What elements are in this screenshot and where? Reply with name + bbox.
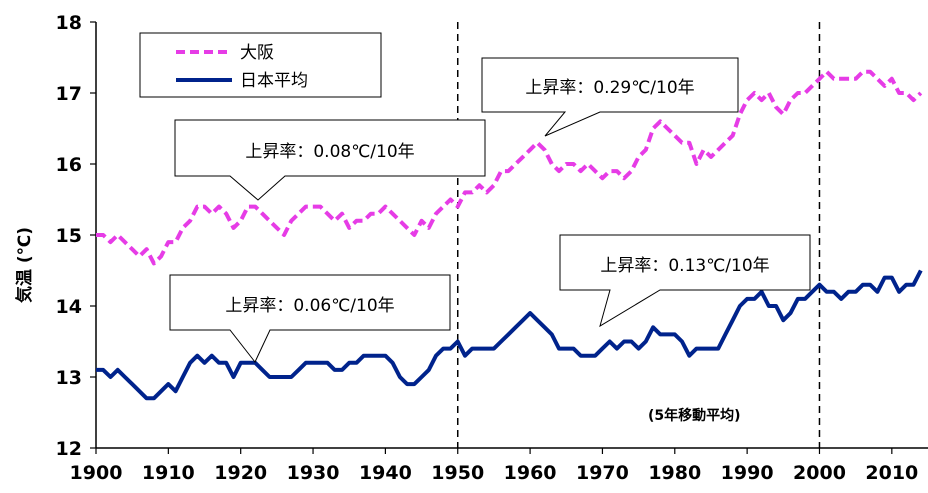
y-tick-label: 14	[56, 296, 82, 318]
x-tick-label: 1980	[648, 462, 701, 484]
y-tick-label: 13	[56, 367, 82, 389]
callout-text: 上昇率：0.08℃/10年	[245, 142, 414, 162]
series-line-osaka	[96, 69, 923, 266]
x-tick-label: 2000	[793, 462, 846, 484]
x-tick-label: 1960	[504, 462, 557, 484]
legend-label-osaka: 大阪	[240, 43, 274, 63]
y-tick-labels: 12 13 14 15 16 17 18	[56, 12, 82, 460]
callout-osaka-early: 上昇率：0.08℃/10年	[174, 119, 486, 201]
x-tick-label: 1910	[142, 462, 195, 484]
y-axis-label: 気温 (℃)	[14, 227, 35, 304]
legend-label-japan: 日本平均	[240, 71, 308, 91]
y-tick-label: 16	[56, 154, 82, 176]
y-tick-label: 17	[56, 83, 82, 105]
legend-box	[139, 32, 382, 98]
series-line-japan-average	[96, 269, 923, 401]
x-tick-label: 1950	[431, 462, 484, 484]
x-tick-label: 1990	[721, 462, 774, 484]
x-tick-label: 1920	[214, 462, 267, 484]
x-tick-label: 1970	[576, 462, 629, 484]
x-tick-label: 1940	[359, 462, 412, 484]
moving-average-note: (5年移動平均)	[648, 407, 741, 424]
x-tick-label: 1900	[70, 462, 123, 484]
y-tick-label: 18	[56, 12, 82, 34]
y-tick-label: 12	[56, 438, 82, 460]
x-tick-label: 1930	[287, 462, 340, 484]
legend: 大阪 日本平均	[139, 32, 382, 98]
series-lines	[96, 69, 923, 401]
callout-text: 上昇率：0.13℃/10年	[600, 256, 769, 276]
x-tick-label: 2010	[865, 462, 918, 484]
callout-japan-late: 上昇率：0.13℃/10年	[559, 234, 811, 328]
callout-text: 上昇率：0.06℃/10年	[225, 296, 394, 316]
y-tick-label: 15	[56, 225, 82, 247]
x-tick-labels: 1900 1910 1920 1930 1940 1950 1960 1970 1980 1990…	[70, 462, 919, 484]
reference-lines	[456, 22, 821, 448]
callout-text: 上昇率：0.29℃/10年	[525, 78, 694, 98]
callout-japan-early: 上昇率：0.06℃/10年	[169, 274, 451, 363]
callout-osaka-late: 上昇率：0.29℃/10年	[481, 57, 739, 137]
